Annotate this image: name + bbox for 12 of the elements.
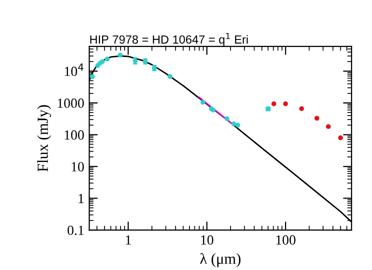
y-tick-label: 10	[72, 162, 84, 172]
y-tick-label: 0.1	[68, 226, 84, 236]
y-tick-label: 10$^{4}$	[64, 64, 84, 76]
x-tick-label: 1	[126, 235, 131, 245]
y-tick-label: 100	[64, 130, 84, 140]
y-axis-title: Flux (mJy)	[37, 105, 52, 172]
x-tick-label: 10	[201, 235, 214, 245]
x-axis-title: λ (μm)	[200, 253, 240, 268]
y-tick-label: 1000	[58, 98, 84, 108]
x-tick-label: 100	[276, 235, 296, 245]
chart-title: HIP 7978 = HD 10647 = q$^{1}$ Eri	[90, 33, 248, 46]
y-tick-label: 1	[78, 194, 84, 204]
